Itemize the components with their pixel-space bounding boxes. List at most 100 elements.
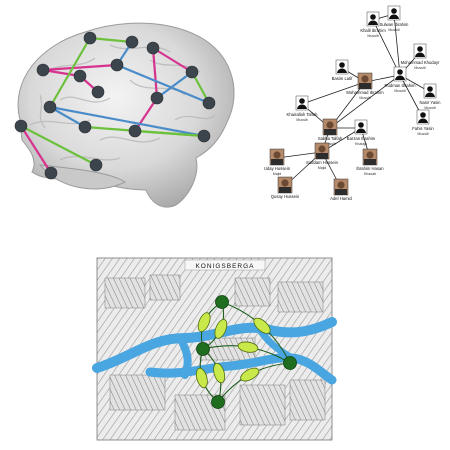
- person-silhouette-icon: [420, 112, 426, 118]
- social-link: [372, 19, 401, 76]
- person-name: Sabha Talfah: [318, 136, 343, 141]
- person-basim: Basim Latif: [332, 59, 353, 81]
- person-role: Musslit: [417, 132, 428, 136]
- person-silhouette-body: [395, 75, 405, 80]
- person-name: Rudman Ibrahim: [385, 83, 416, 88]
- social-link: [393, 13, 401, 76]
- person-photo-face: [337, 181, 345, 189]
- konigsberg-land-node: [283, 356, 297, 370]
- brain-cerebellum: [38, 164, 126, 190]
- konigsberg-land-node: [215, 295, 229, 309]
- brain-edge-pink: [151, 47, 159, 99]
- person-silhouette-body: [337, 68, 347, 73]
- brain-node: [202, 96, 216, 110]
- konigsberg-bridge: [237, 341, 259, 353]
- brain-node: [14, 119, 28, 133]
- brain-node: [73, 69, 87, 83]
- brain-edge-green: [20, 125, 97, 166]
- brain-node: [185, 65, 199, 79]
- brain-node: [125, 35, 139, 49]
- person-silhouette-body: [356, 128, 366, 133]
- person-photo-body: [271, 159, 283, 165]
- person-role: Khasab: [364, 172, 376, 176]
- konigsberg-bridge: [213, 362, 226, 384]
- brain-node: [83, 31, 97, 45]
- person-photo-body: [359, 83, 371, 89]
- social-link: [329, 74, 401, 129]
- konigsberg-land-node: [211, 395, 225, 409]
- konigsberg-nodes: [196, 295, 297, 409]
- person-role: Musslit: [388, 28, 399, 32]
- social-link: [301, 81, 366, 105]
- person-photo-body: [279, 187, 291, 193]
- person-silhouette-icon: [427, 86, 433, 92]
- person-name: Mohammad Khudayr: [401, 60, 440, 65]
- konigsberg-bridge: [214, 319, 228, 339]
- person-photo-face: [273, 151, 281, 159]
- brain-edge-pink: [152, 47, 193, 73]
- person-name: Khalil Ibrahim: [360, 28, 386, 33]
- social-link: [276, 151, 323, 159]
- person-silhouette-icon: [370, 14, 376, 20]
- brain-node: [43, 100, 57, 114]
- person-name: Ibrahim Hasan: [356, 166, 384, 171]
- brain-node: [150, 91, 164, 105]
- brain-edge-blue: [156, 71, 193, 99]
- person-adel: Adel Hamid: [330, 178, 352, 201]
- konigsberg-land-node: [196, 342, 210, 356]
- person-photo-face: [318, 145, 326, 153]
- brain-node: [128, 124, 142, 138]
- brain-edge-green: [134, 129, 205, 138]
- brain-edge-blue: [49, 106, 86, 128]
- person-role: Musslit: [324, 142, 335, 146]
- person-name: Khairallah Talfah: [287, 112, 319, 117]
- brain-node: [110, 58, 124, 72]
- person-role: Khalaja: [355, 142, 367, 146]
- brain-edge-green: [89, 36, 133, 44]
- person-name: Saddam Hussein: [306, 160, 339, 165]
- brain-node: [44, 166, 58, 180]
- person-photo-body: [364, 159, 376, 165]
- person-silhouette-body: [297, 104, 307, 109]
- person-role: Musslit: [414, 66, 425, 70]
- brain-node: [36, 63, 50, 77]
- brain-nodes: [14, 31, 216, 180]
- map-title-banner: [184, 259, 266, 271]
- brain-edge-pink: [20, 125, 52, 174]
- brain-edge-blue: [49, 105, 205, 138]
- brain-edge-green: [49, 37, 91, 108]
- person-name: Uday Hussein: [264, 166, 291, 171]
- person-photo-body: [316, 153, 328, 159]
- person-role: Musslit: [359, 96, 370, 100]
- brain-edge-blue: [116, 63, 210, 105]
- person-name: Nasir Yasin: [419, 100, 441, 105]
- konigsberg-map-panel: KONIGSBERGA: [92, 257, 337, 441]
- person-qusay: Qusay Hussein: [271, 176, 300, 199]
- person-photo-face: [326, 121, 334, 129]
- brain-node: [146, 41, 160, 55]
- brain-node: [78, 120, 92, 134]
- brain-gyri-texture: [29, 44, 216, 161]
- person-role: Majid: [318, 166, 327, 170]
- person-photo-face: [361, 75, 369, 83]
- person-silhouette-body: [389, 14, 399, 19]
- person-role: Musslit: [296, 118, 307, 122]
- person-photo-body: [335, 189, 347, 195]
- person-role: Majid: [273, 172, 282, 176]
- brain-node: [91, 85, 105, 99]
- map-title: KONIGSBERGA: [195, 263, 254, 270]
- person-photo-face: [281, 179, 289, 187]
